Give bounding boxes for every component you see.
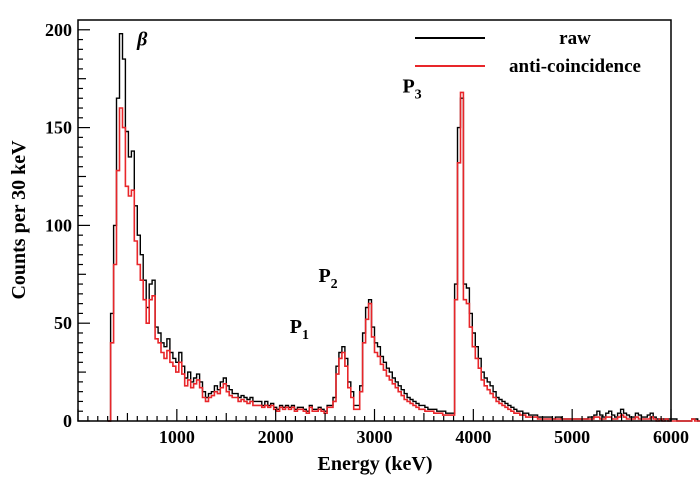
x-tick-label: 5000 xyxy=(554,427,590,447)
y-tick-label: 50 xyxy=(54,313,72,333)
annotation-p1: P1 xyxy=(290,316,309,343)
y-tick-label: 200 xyxy=(45,20,72,40)
x-axis-title: Energy (keV) xyxy=(318,453,433,475)
y-axis-title: Counts per 30 keV xyxy=(8,140,30,300)
ticks-layer: 1000 2000 3000 4000 5000 6000 0 50 100 150 200 xyxy=(45,20,689,447)
series-line-anti-coincidence xyxy=(107,91,700,422)
annotation-p3: P3 xyxy=(402,75,421,102)
annotation-p2: P2 xyxy=(318,265,337,292)
legend-anti-label: anti-coincidence xyxy=(509,56,641,77)
series-line-raw xyxy=(107,33,700,422)
x-tick-label: 3000 xyxy=(357,427,393,447)
annotation-beta: β xyxy=(136,28,148,50)
legend-raw-label: raw xyxy=(559,28,591,49)
series-layer xyxy=(107,33,700,422)
y-tick-label: 0 xyxy=(63,411,72,431)
annotation-layer: β P1 P2 P3 xyxy=(136,28,422,343)
x-tick-label: 6000 xyxy=(653,427,689,447)
legend: raw anti-coincidence xyxy=(415,28,641,77)
x-tick-label: 2000 xyxy=(258,427,294,447)
x-tick-label: 1000 xyxy=(159,427,195,447)
y-tick-label: 100 xyxy=(45,215,72,235)
plot-area xyxy=(78,20,671,421)
x-tick-label: 4000 xyxy=(455,427,491,447)
y-tick-label: 150 xyxy=(45,118,72,138)
